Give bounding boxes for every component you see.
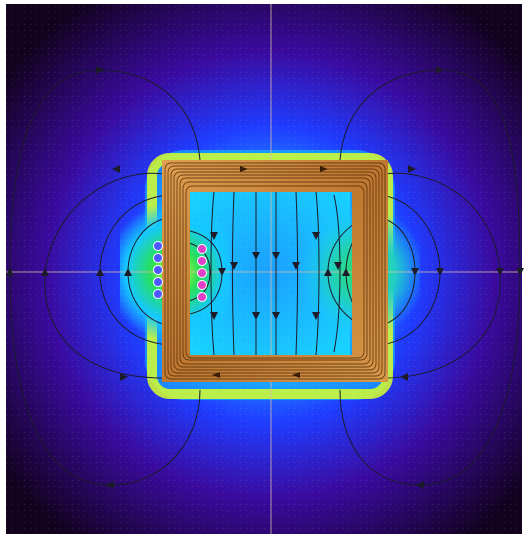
arrow-icon: [240, 166, 248, 172]
core-flux-line: [176, 174, 374, 368]
core-flux-line: [167, 165, 383, 377]
conductor-out: [197, 268, 207, 278]
conductor-out: [197, 244, 207, 254]
core-flux-line: [164, 162, 386, 380]
arrow-icon: [252, 252, 260, 260]
winding-left-column: [153, 241, 163, 299]
arrow-icon: [416, 481, 424, 489]
mesh-dots: [6, 4, 522, 534]
core-flux-line: [170, 168, 380, 374]
arrow-icon: [124, 268, 132, 276]
conductor-in: [153, 265, 163, 275]
arrow-icon: [6, 268, 14, 276]
arrow-icon: [212, 372, 220, 378]
conductor-in: [153, 277, 163, 287]
core-flux-line: [182, 181, 368, 361]
conductor-out: [197, 280, 207, 290]
arrow-icon: [106, 481, 114, 489]
arrow-icon: [516, 268, 524, 276]
arrow-icon: [210, 232, 218, 240]
winding-right-column: [197, 244, 207, 302]
arrow-icon: [334, 262, 342, 270]
arrow-icon: [324, 268, 332, 276]
arrow-icon: [436, 268, 444, 276]
field-line: [333, 194, 341, 353]
arrow-icon: [292, 262, 300, 270]
arrow-icon: [312, 232, 320, 240]
outer-arrows: [6, 66, 524, 489]
conductor-out: [197, 256, 207, 266]
arrow-icon: [312, 312, 320, 320]
window-arrows: [210, 232, 342, 320]
arrow-icon: [342, 268, 350, 276]
arrow-icon: [96, 268, 104, 276]
arrow-icon: [230, 262, 238, 270]
arrow-icon: [411, 268, 419, 276]
core-body: [162, 160, 388, 382]
arrow-icon: [436, 66, 444, 74]
arrow-icon: [218, 268, 226, 276]
conductor-in: [153, 241, 163, 251]
arrow-icon: [96, 66, 104, 74]
arrow-icon: [400, 373, 408, 381]
field-line: [315, 191, 320, 356]
transformer-core: [162, 160, 388, 382]
field-lines-window: [210, 191, 341, 356]
arrow-icon: [120, 373, 128, 381]
arrow-icon: [252, 312, 260, 320]
conductor-in: [153, 253, 163, 263]
arrow-icon: [41, 268, 49, 276]
field-line: [295, 191, 298, 356]
core-flux-line: [179, 177, 371, 365]
arrow-icon: [272, 312, 280, 320]
conductor-in: [153, 289, 163, 299]
core-flux-line: [173, 171, 377, 371]
core-arrows: [212, 166, 328, 378]
arrow-icon: [408, 165, 416, 173]
field-line: [210, 191, 215, 356]
conductor-out: [197, 292, 207, 302]
arrow-icon: [272, 252, 280, 260]
core-flux-line: [185, 185, 365, 359]
arrow-icon: [210, 312, 218, 320]
arrow-icon: [320, 166, 328, 172]
arrow-icon: [496, 268, 504, 276]
field-line: [232, 191, 235, 356]
arrow-icon: [112, 165, 120, 173]
arrow-icon: [292, 372, 300, 378]
